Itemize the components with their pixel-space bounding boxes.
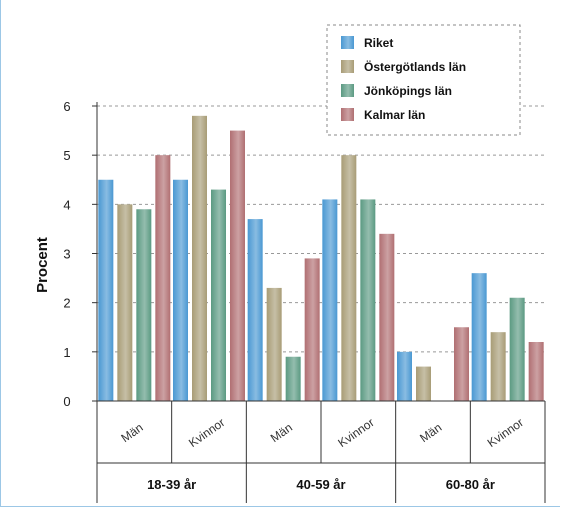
bar — [192, 115, 207, 401]
y-tick-label: 2 — [63, 296, 70, 311]
category-label: Män — [268, 420, 295, 445]
bar — [285, 356, 301, 401]
y-tick-label: 6 — [63, 99, 70, 114]
x-axis: Män Kvinnor 18-39 år Män Kvinnor 40-59 år Män K… — [96, 400, 546, 503]
bar — [117, 204, 133, 401]
y-tick-label: 1 — [63, 345, 70, 360]
bar — [416, 366, 431, 401]
legend-swatch — [341, 36, 354, 49]
bar — [528, 342, 544, 401]
bars — [98, 115, 544, 402]
category-label: Kvinnor — [186, 415, 227, 450]
bar — [341, 155, 357, 401]
y-tick-label: 0 — [63, 394, 70, 409]
y-axis-label: Procent — [34, 237, 51, 293]
bar — [247, 219, 263, 401]
bar — [230, 130, 245, 402]
legend-label: Riket — [364, 36, 393, 50]
bar — [304, 258, 320, 401]
legend-label: Östergötlands län — [364, 59, 466, 74]
bar — [454, 327, 469, 401]
bar — [266, 287, 282, 401]
bar — [98, 179, 114, 401]
category-label: Män — [417, 420, 444, 445]
legend-label: Jönköpings län — [364, 84, 452, 98]
y-axis: 0 1 2 3 4 5 6 — [63, 99, 98, 409]
bar — [360, 199, 376, 401]
y-tick-label: 3 — [63, 247, 70, 262]
y-tick-label: 5 — [63, 148, 70, 163]
legend-label: Kalmar län — [364, 108, 425, 122]
legend-box — [326, 24, 521, 136]
category-label: Kvinnor — [335, 415, 376, 450]
legend: Riket Östergötlands län Jönköpings län Kalm… — [326, 24, 521, 136]
legend-swatch — [341, 84, 354, 97]
bar — [155, 155, 171, 401]
bar — [379, 233, 395, 401]
bar — [173, 179, 188, 401]
legend-swatch — [341, 108, 354, 121]
bar — [397, 351, 412, 401]
category-label: Kvinnor — [485, 415, 526, 450]
category-label: Män — [118, 420, 145, 445]
group-label: 40-59 år — [296, 477, 345, 492]
bar — [471, 273, 487, 401]
group-label: 60-80 år — [446, 477, 495, 492]
bar — [322, 199, 338, 401]
bar — [509, 297, 525, 401]
group-label: 18-39 år — [147, 477, 196, 492]
bar — [136, 209, 152, 401]
bar — [490, 332, 506, 401]
grid-lines — [97, 105, 545, 353]
y-tick-label: 4 — [63, 197, 70, 212]
bar — [211, 189, 226, 401]
legend-swatch — [341, 60, 354, 73]
